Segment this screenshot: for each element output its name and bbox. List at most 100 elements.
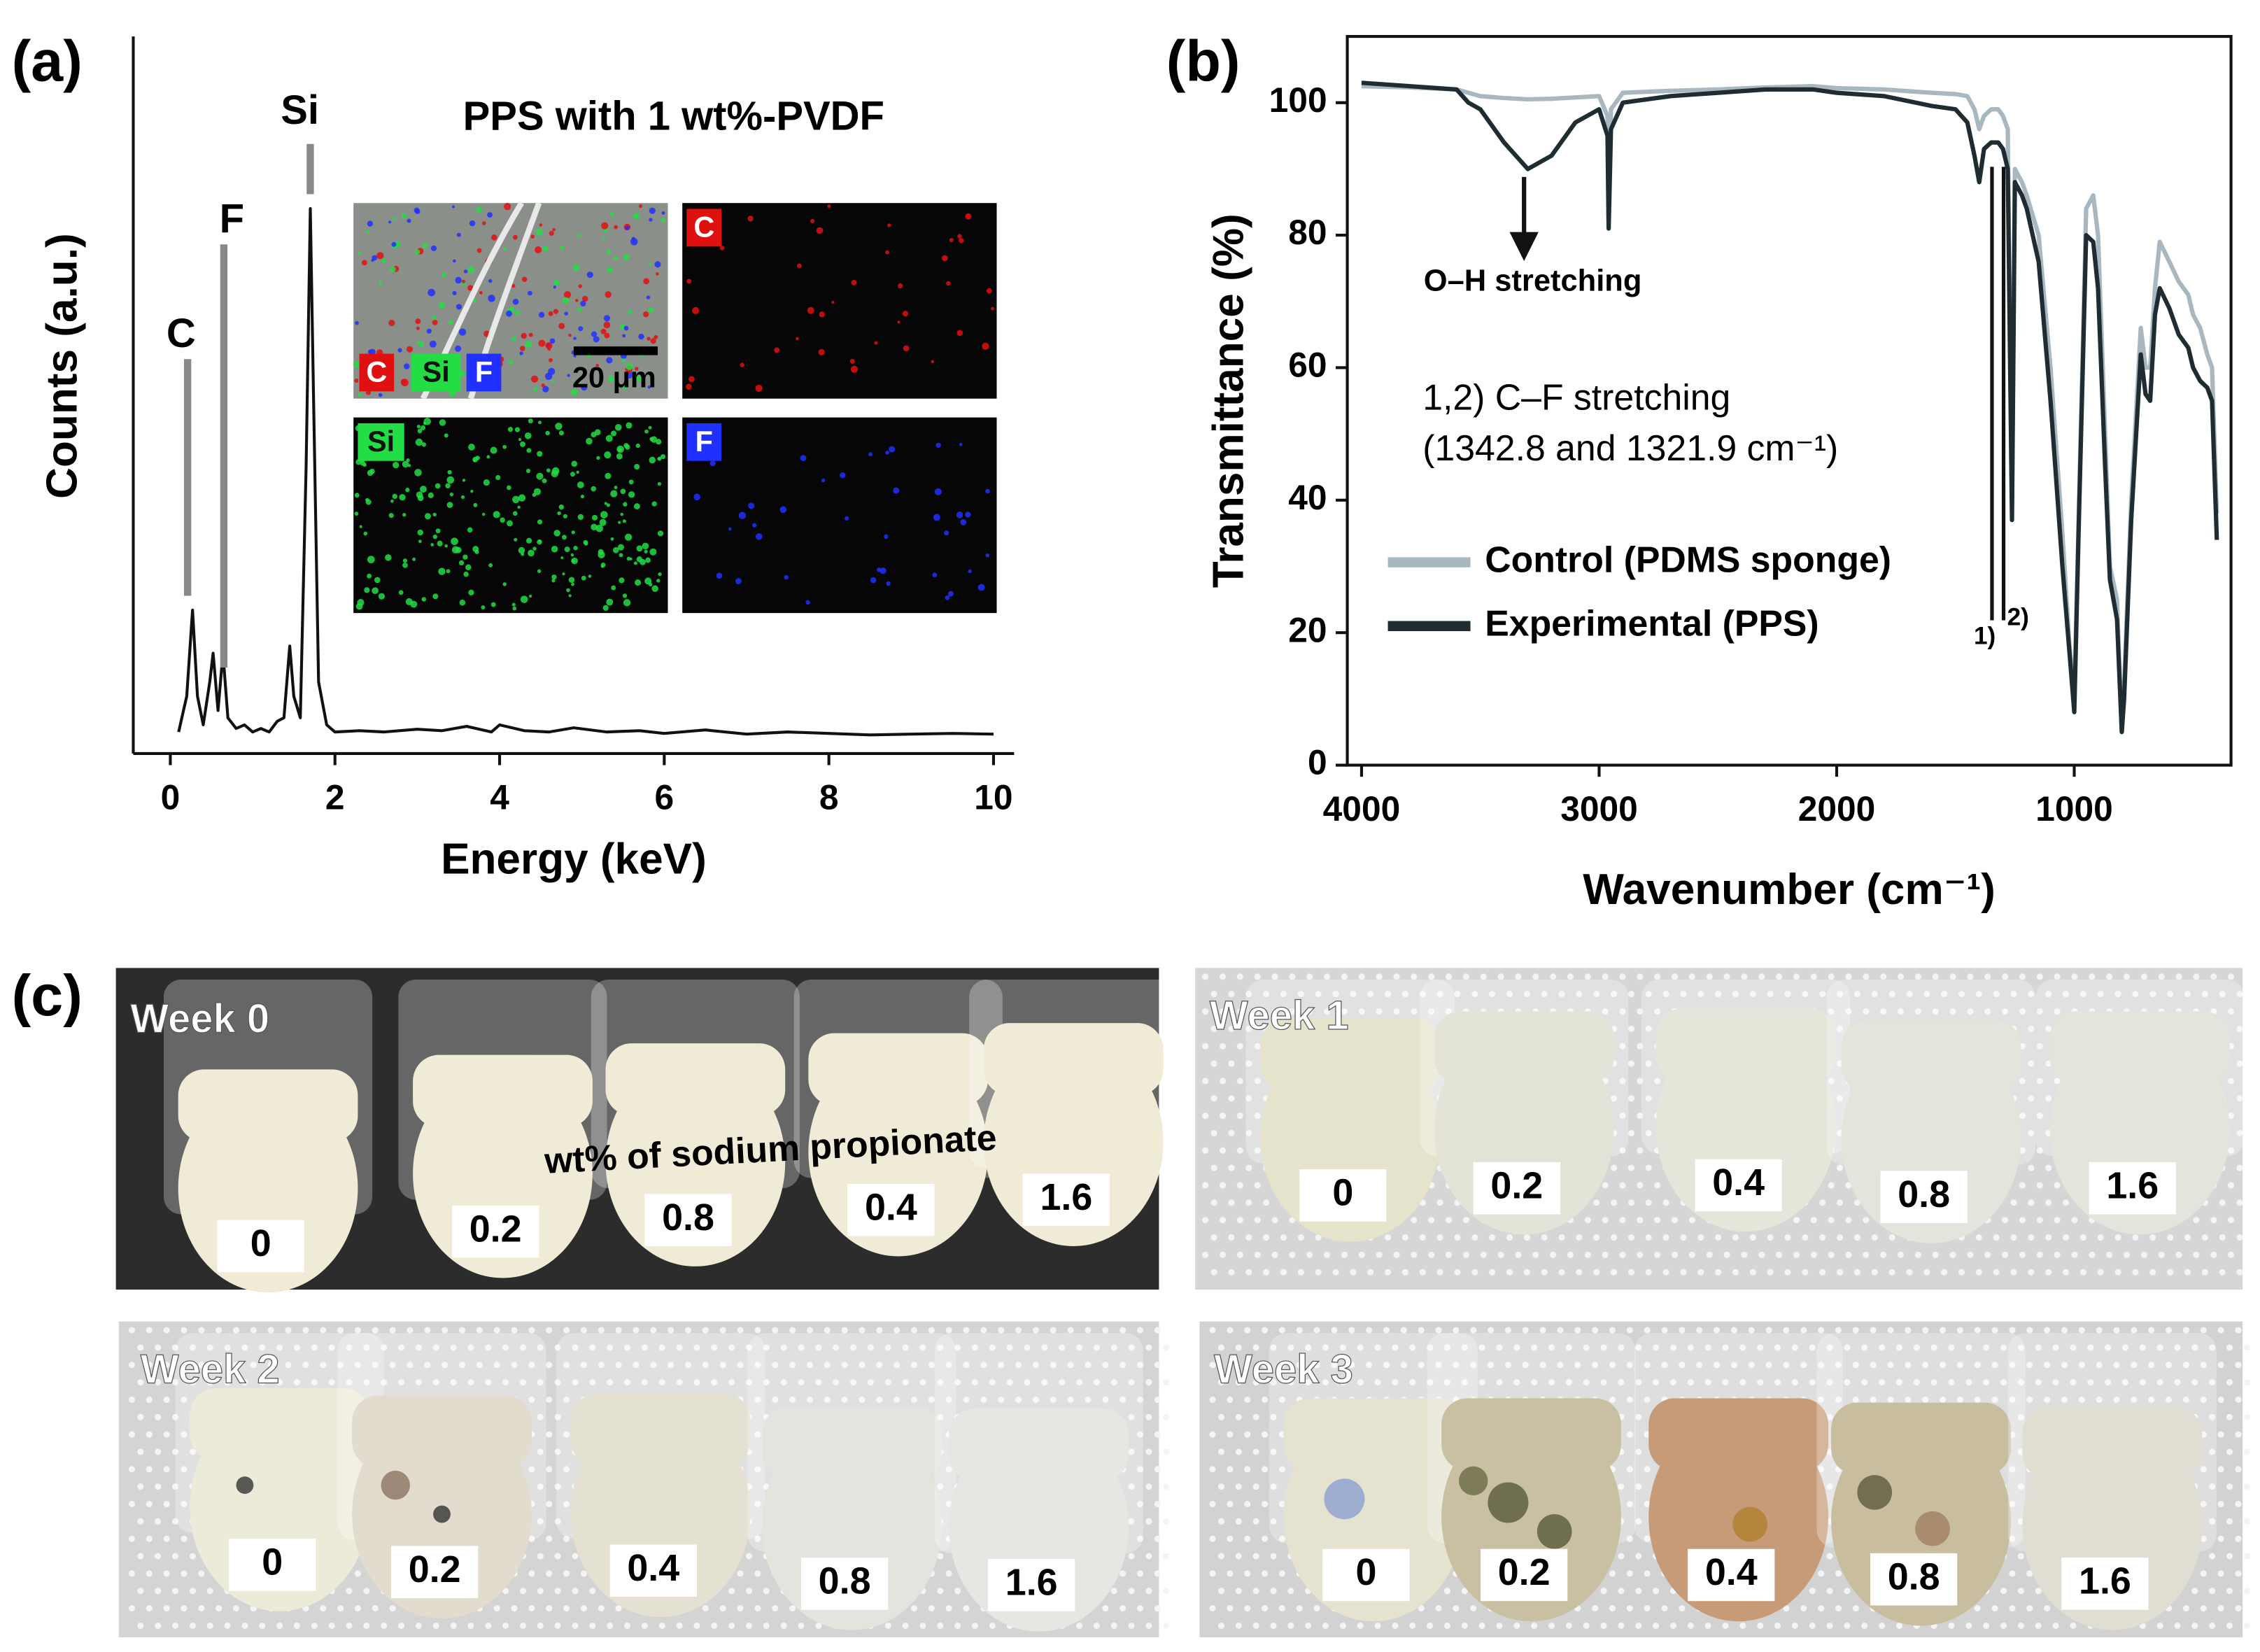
mesh-dot	[1723, 973, 1730, 980]
eds-dot	[519, 441, 525, 447]
mesh-dot	[2235, 1605, 2242, 1612]
mesh-dot	[502, 1344, 509, 1351]
mesh-dot	[1236, 1043, 1243, 1050]
mesh-dot	[1392, 1344, 1399, 1351]
mesh-dot	[1245, 1129, 1252, 1137]
mesh-dot	[1932, 1251, 1939, 1258]
mesh-dot	[2132, 1269, 2139, 1276]
mesh-dot	[2209, 1483, 2216, 1490]
mesh-dot	[1949, 973, 1956, 980]
mesh-dot	[676, 1344, 683, 1351]
mesh-dot	[546, 1362, 553, 1369]
mesh-dot	[171, 1448, 179, 1455]
eds-dot	[887, 223, 891, 227]
eds-dot	[428, 492, 434, 498]
eds-dot	[558, 430, 565, 436]
eds-dot	[558, 323, 565, 330]
mesh-dot	[572, 1344, 579, 1351]
y-tick-label: 80	[1288, 213, 1327, 252]
eds-dot	[507, 485, 511, 490]
mesh-dot	[1228, 1164, 1235, 1171]
mesh-dot	[1967, 1251, 1974, 1258]
mesh-dot	[989, 1379, 996, 1386]
mesh-dot	[1523, 1269, 1530, 1276]
eds-dot	[418, 539, 422, 544]
mesh-dot	[1262, 1500, 1269, 1508]
mesh-dot	[859, 1396, 866, 1403]
mesh-dot	[1662, 1199, 1669, 1206]
mesh-dot	[1791, 1344, 1798, 1351]
mesh-dot	[1366, 1362, 1373, 1369]
eds-dot	[363, 531, 368, 536]
mesh-dot	[1836, 1199, 1844, 1206]
eds-dot	[607, 375, 614, 383]
mesh-dot	[650, 1327, 657, 1334]
mesh-dot	[1635, 1553, 1642, 1560]
mesh-dot	[1270, 1448, 1277, 1455]
mesh-dot	[728, 1622, 735, 1629]
mesh-dot	[1593, 1269, 1600, 1276]
mesh-dot	[1280, 991, 1287, 998]
sample-tag	[1880, 1171, 1968, 1223]
mesh-dot	[1278, 1605, 1285, 1612]
mesh-dot	[1358, 1251, 1365, 1258]
mesh-dot	[1235, 1483, 1242, 1490]
mesh-dot	[2191, 1588, 2198, 1595]
sample-label: 1.6	[1040, 1176, 1092, 1218]
eds-dot	[903, 345, 910, 352]
eds-dot	[451, 546, 460, 554]
mesh-dot	[1592, 1605, 1599, 1612]
mesh-dot	[1254, 1113, 1261, 1120]
mesh-dot	[2139, 1344, 2146, 1351]
mesh-dot	[224, 1379, 231, 1386]
eds-dot	[845, 516, 849, 521]
mesh-dot	[1905, 1396, 1912, 1403]
sample-tag	[452, 1205, 539, 1258]
mesh-dot	[302, 1327, 309, 1334]
mesh-dot	[2236, 1129, 2243, 1137]
mesh-dot	[1826, 1622, 1833, 1629]
mesh-dot	[2217, 1327, 2224, 1334]
mesh-dot	[1523, 1234, 1530, 1241]
mesh-dot	[1800, 1605, 1807, 1612]
mesh-dot	[2140, 1251, 2147, 1258]
mesh-dot	[2019, 973, 2026, 980]
mesh-dot	[1776, 1251, 1783, 1258]
mesh-dot	[1145, 1413, 1152, 1420]
mesh-dot	[1445, 1217, 1453, 1224]
mesh-dot	[155, 1622, 162, 1629]
eds-dot	[441, 272, 446, 278]
mesh-dot	[1262, 1396, 1269, 1403]
eds-dot	[657, 456, 662, 461]
mesh-dot	[2017, 1483, 2024, 1490]
mesh-dot	[1948, 1344, 1955, 1351]
eds-dot	[635, 367, 639, 371]
mesh-dot	[1967, 973, 1974, 980]
mesh-dot	[2166, 1362, 2173, 1369]
mesh-dot	[1209, 1466, 1216, 1473]
mesh-dot	[2036, 1217, 2043, 1224]
sample-label: 1.6	[1005, 1562, 1058, 1604]
mesh-dot	[216, 1605, 223, 1612]
mesh-dot	[1228, 1025, 1235, 1032]
mesh-dot	[1209, 1535, 1216, 1542]
mesh-dot	[1897, 1008, 1905, 1015]
eds-dot	[986, 288, 992, 294]
mesh-dot	[1496, 1344, 1503, 1351]
mesh-dot	[1637, 1043, 1644, 1050]
mesh-dot	[1263, 1199, 1270, 1206]
mesh-dot	[216, 1362, 223, 1369]
eds-dot	[528, 332, 533, 337]
mesh-dot	[876, 1362, 883, 1369]
mesh-dot	[128, 1535, 135, 1542]
mesh-dot	[137, 1483, 144, 1490]
mesh-dot	[1922, 1362, 1929, 1369]
mesh-dot	[2017, 1413, 2024, 1420]
eds-dot	[573, 546, 578, 551]
mesh-dot	[128, 1500, 135, 1508]
mesh-dot	[1315, 1234, 1322, 1241]
mesh-dot	[1348, 1362, 1355, 1369]
mesh-dot	[1626, 1466, 1633, 1473]
mesh-dot	[2054, 1217, 2061, 1224]
